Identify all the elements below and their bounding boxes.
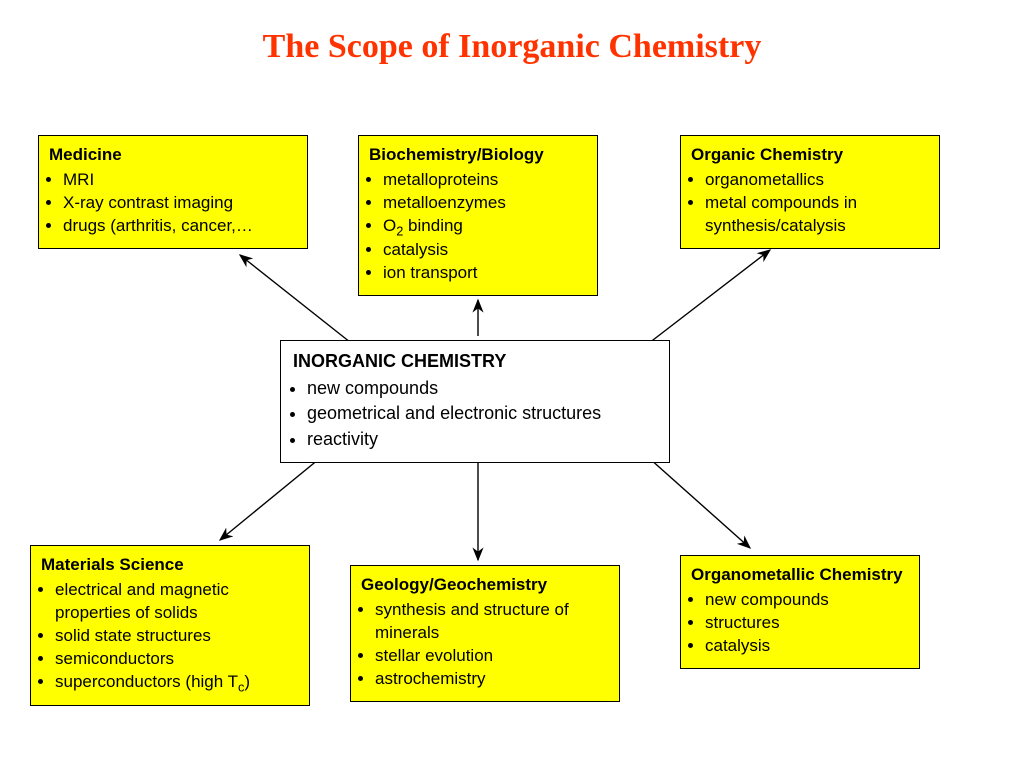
node-item: organometallics [705, 169, 929, 192]
arrow-to-medicine [240, 255, 360, 350]
node-item: metal compounds in synthesis/catalysis [705, 192, 929, 238]
node-title: Organometallic Chemistry [691, 564, 909, 587]
page-title: The Scope of Inorganic Chemistry [0, 28, 1024, 66]
node-title: Medicine [49, 144, 297, 167]
center-node-item: geometrical and electronic structures [307, 401, 657, 426]
node-items: electrical and magnetic properties of so… [41, 579, 299, 695]
node-item: astrochemistry [375, 668, 609, 691]
node-biochem: Biochemistry/Biologymetalloproteinsmetal… [358, 135, 598, 296]
node-items: metalloproteinsmetalloenzymesO2 bindingc… [369, 169, 587, 285]
node-item: O2 binding [383, 215, 587, 240]
node-items: organometallicsmetal compounds in synthe… [691, 169, 929, 238]
node-item: semiconductors [55, 648, 299, 671]
arrow-to-organometallic [640, 450, 750, 548]
node-item: structures [705, 612, 909, 635]
node-item: stellar evolution [375, 645, 609, 668]
node-organometallic: Organometallic Chemistrynew compoundsstr… [680, 555, 920, 669]
arrow-to-materials [220, 450, 330, 540]
node-item: drugs (arthritis, cancer,… [63, 215, 297, 238]
center-node-title: INORGANIC CHEMISTRY [293, 349, 657, 374]
node-item: metalloproteins [383, 169, 587, 192]
node-item: catalysis [705, 635, 909, 658]
node-items: synthesis and structure of mineralsstell… [361, 599, 609, 691]
node-item: metalloenzymes [383, 192, 587, 215]
center-node-item: new compounds [307, 376, 657, 401]
arrow-to-organic [640, 250, 770, 350]
node-geology: Geology/Geochemistrysynthesis and struct… [350, 565, 620, 702]
center-node: INORGANIC CHEMISTRY new compoundsgeometr… [280, 340, 670, 463]
node-title: Biochemistry/Biology [369, 144, 587, 167]
node-item: electrical and magnetic properties of so… [55, 579, 299, 625]
node-item: solid state structures [55, 625, 299, 648]
node-item: catalysis [383, 239, 587, 262]
node-title: Organic Chemistry [691, 144, 929, 167]
node-title: Materials Science [41, 554, 299, 577]
center-node-items: new compoundsgeometrical and electronic … [293, 376, 657, 452]
node-item: synthesis and structure of minerals [375, 599, 609, 645]
node-items: MRIX-ray contrast imagingdrugs (arthriti… [49, 169, 297, 238]
node-title: Geology/Geochemistry [361, 574, 609, 597]
node-items: new compoundsstructurescatalysis [691, 589, 909, 658]
node-organic: Organic Chemistryorganometallicsmetal co… [680, 135, 940, 249]
node-medicine: MedicineMRIX-ray contrast imagingdrugs (… [38, 135, 308, 249]
node-item: new compounds [705, 589, 909, 612]
node-item: X-ray contrast imaging [63, 192, 297, 215]
center-node-item: reactivity [307, 427, 657, 452]
node-materials: Materials Scienceelectrical and magnetic… [30, 545, 310, 706]
node-item: superconductors (high Tc) [55, 671, 299, 696]
node-item: MRI [63, 169, 297, 192]
node-item: ion transport [383, 262, 587, 285]
